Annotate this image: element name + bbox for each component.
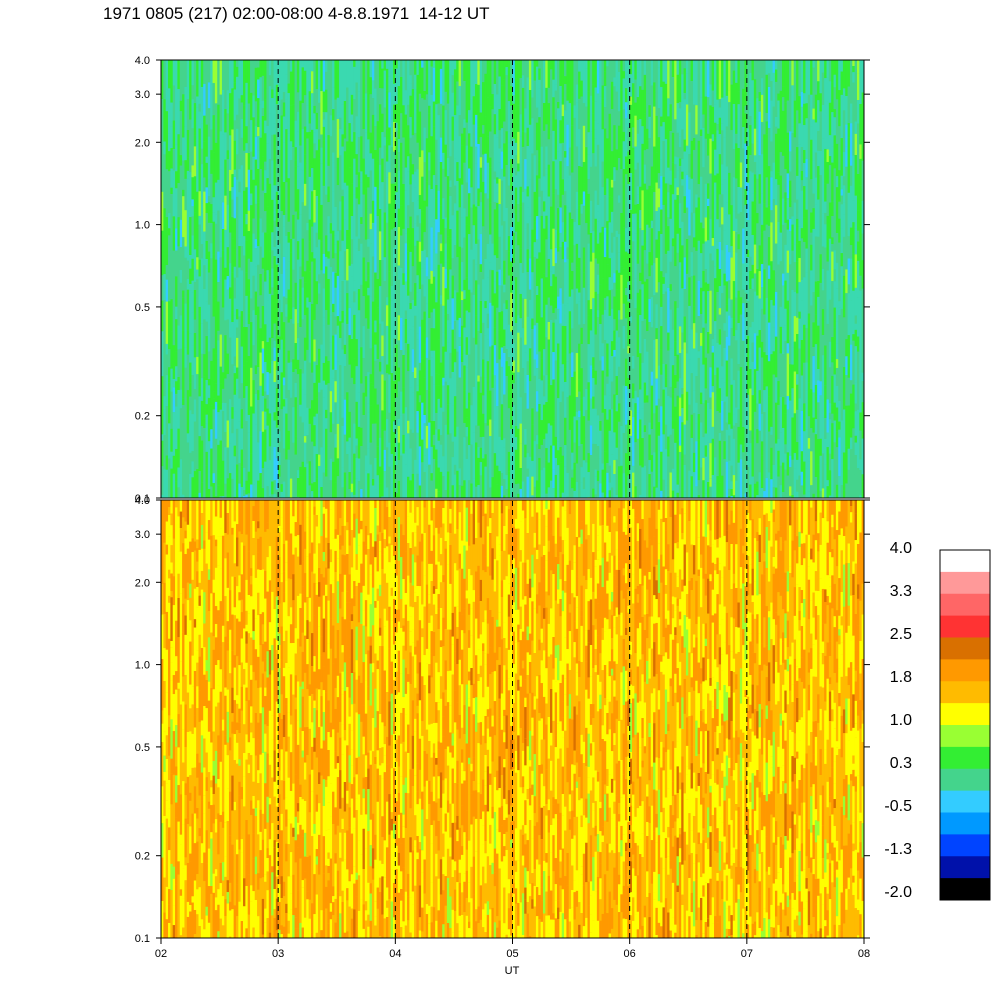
y-tick-label: 1.0 — [135, 660, 150, 672]
y-tick-label: 4.0 — [135, 495, 150, 507]
colorbar-label: -1.3 — [884, 841, 912, 858]
y-tick-label: 0.1 — [135, 493, 150, 505]
colorbar-swatch — [940, 812, 990, 835]
colorbar-swatch — [940, 790, 990, 813]
hour-grid-lines — [277, 60, 748, 938]
x-tick-label: 02 — [155, 948, 167, 960]
y-tick-label: 3.0 — [135, 529, 150, 541]
colorbar-label: 1.0 — [890, 712, 912, 729]
x-tick-label: 05 — [506, 948, 518, 960]
colorbar-label: 0.3 — [890, 755, 912, 772]
colorbar-label: 4.0 — [890, 540, 912, 557]
colorbar-label: -0.5 — [884, 798, 912, 815]
axes: 0.10.20.51.02.03.04.00.10.20.51.02.03.04… — [135, 55, 870, 960]
y-tick-label: 1.0 — [135, 220, 150, 232]
colorbar-swatch — [940, 725, 990, 748]
colorbar-swatch — [940, 878, 990, 901]
colorbar-swatch — [940, 834, 990, 857]
y-tick-label: 0.5 — [135, 742, 150, 754]
colorbar-label: 2.5 — [890, 626, 912, 643]
colorbar-label: 3.3 — [890, 583, 912, 600]
x-tick-label: 03 — [272, 948, 284, 960]
colorbar-swatch — [940, 659, 990, 682]
colorbar-swatch — [940, 550, 990, 573]
x-tick-label: 06 — [624, 948, 636, 960]
colorbar: 4.0 3.3 2.5 1.8 1.0 0.3 -0.5 -1.3 -2.0 — [884, 540, 991, 901]
y-tick-label: 3.0 — [135, 89, 150, 101]
colorbar-swatch — [940, 768, 990, 792]
y-tick-label: 0.2 — [135, 411, 150, 423]
x-axis-label: UT — [505, 965, 520, 977]
y-tick-label: 2.0 — [135, 577, 150, 589]
colorbar-swatch — [940, 703, 990, 726]
colorbar-swatch — [940, 637, 990, 660]
page-title: 1971 0805 (217) 02:00-08:00 4-8.8.1971 1… — [103, 4, 490, 23]
colorbar-swatch — [940, 615, 990, 638]
x-tick-label: 04 — [389, 948, 401, 960]
colorbar-swatch — [940, 746, 990, 770]
x-tick-label: 08 — [858, 948, 870, 960]
x-tick-label: 07 — [741, 948, 753, 960]
y-tick-label: 0.2 — [135, 851, 150, 863]
upper-panel-frame — [160, 59, 865, 499]
y-tick-label: 0.5 — [135, 302, 150, 314]
y-tick-label: 0.1 — [135, 933, 150, 945]
colorbar-label: 1.8 — [890, 669, 912, 686]
y-tick-label: 2.0 — [135, 137, 150, 149]
colorbar-swatch — [940, 593, 990, 617]
colorbar-label: -2.0 — [884, 884, 912, 901]
colorbar-frame — [939, 549, 991, 901]
colorbar-swatch — [940, 856, 990, 879]
colorbar-swatch — [940, 681, 990, 704]
y-tick-label: 4.0 — [135, 55, 150, 67]
colorbar-swatch — [940, 571, 990, 595]
